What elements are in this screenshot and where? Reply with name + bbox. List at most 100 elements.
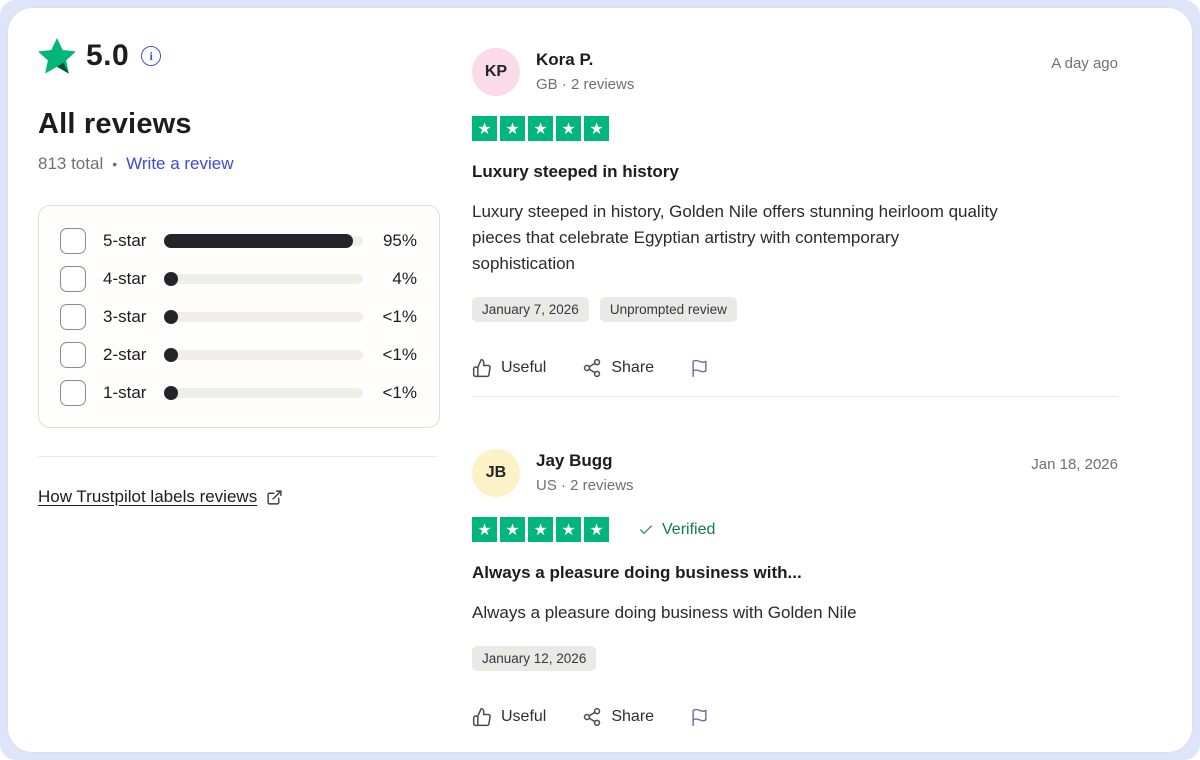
star-icon: ★ (500, 517, 525, 542)
bar-track (164, 311, 363, 322)
filter-label: 1-star (103, 382, 147, 402)
external-link-icon (267, 489, 282, 505)
review-actions: Useful Share (472, 358, 1118, 378)
useful-label: Useful (501, 708, 547, 725)
write-review-link[interactable]: Write a review (126, 154, 234, 173)
star-icon: ★ (472, 116, 497, 141)
flag-icon (692, 708, 707, 726)
date-tag: January 12, 2026 (472, 646, 597, 671)
star-icon: ★ (500, 116, 525, 141)
reviewer-name[interactable]: Jay Bugg (536, 451, 613, 470)
flag-review-button[interactable] (690, 708, 709, 727)
bar-track (164, 387, 363, 398)
review-tags: January 12, 2026 (472, 646, 1118, 671)
checkbox-5-star[interactable] (60, 227, 86, 254)
bar-fill (164, 233, 354, 248)
share-button[interactable]: Share (582, 358, 654, 378)
useful-button[interactable]: Useful (472, 358, 546, 378)
filter-percent: <1% (382, 382, 418, 402)
filter-row-1-star: 1-star <1% (60, 379, 417, 406)
how-trustpilot-labels-link[interactable]: How Trustpilot labels reviews (38, 487, 258, 506)
filter-label: 4-star (103, 268, 147, 288)
overall-rating-row: 5.0 i (38, 36, 448, 76)
review-separator (472, 396, 1118, 397)
checkbox-4-star[interactable] (60, 265, 86, 292)
avatar[interactable]: KP (472, 48, 520, 96)
trustpilot-star-icon (38, 37, 76, 74)
review-title[interactable]: Always a pleasure doing business with... (472, 563, 802, 582)
share-icon (584, 358, 601, 378)
review-body: Luxury steeped in history, Golden Nile o… (472, 202, 998, 273)
filter-percent: <1% (382, 306, 418, 326)
labels-link-row[interactable]: How Trustpilot labels reviews (38, 487, 448, 507)
review-tags: January 7, 2026 Unprompted review (472, 297, 1118, 322)
filter-percent: <1% (382, 344, 418, 364)
share-label: Share (611, 708, 655, 725)
useful-button[interactable]: Useful (472, 707, 546, 727)
review-title[interactable]: Luxury steeped in history (472, 162, 679, 181)
reviews-panel: 5.0 i All reviews 813 total • Write a re… (8, 8, 1192, 752)
reviewer-name[interactable]: Kora P. (536, 50, 594, 69)
filter-label: 3-star (103, 306, 147, 326)
total-reviews-count: 813 total (38, 154, 104, 173)
rating-bar-3-star[interactable] (164, 309, 363, 324)
reviews-list: KP Kora P. GB · 2 reviews A day ago ★ ★ ★ ★… (448, 8, 1192, 752)
reviews-meta-row: 813 total • Write a review (38, 154, 448, 174)
flag-icon (692, 359, 707, 377)
rating-bar-2-star[interactable] (164, 347, 363, 362)
star-rating-squares: ★ ★ ★ ★ ★ (472, 517, 609, 542)
verified-badge: Verified (638, 521, 715, 539)
checkbox-1-star[interactable] (60, 379, 86, 406)
review-actions: Useful Share (472, 707, 1118, 727)
filter-percent: 4% (392, 268, 417, 288)
filter-row-2-star: 2-star <1% (60, 341, 417, 368)
page-title: All reviews (38, 108, 192, 140)
checkbox-2-star[interactable] (60, 341, 86, 368)
filter-row-5-star: 5-star 95% (60, 227, 417, 254)
unprompted-review-tag: Unprompted review (599, 297, 737, 322)
verified-label: Verified (662, 520, 716, 538)
star-rating-squares: ★ ★ ★ ★ ★ (472, 116, 609, 141)
star-icon: ★ (528, 517, 553, 542)
review-card-1: KP Kora P. GB · 2 reviews A day ago ★ ★ ★ ★… (472, 48, 1118, 378)
star-icon: ★ (584, 517, 609, 542)
star-icon: ★ (556, 517, 581, 542)
review-header: KP Kora P. GB · 2 reviews A day ago (472, 48, 1118, 96)
rating-bar-4-star[interactable] (164, 271, 363, 286)
review-card-2: JB Jay Bugg US · 2 reviews Jan 18, 2026 … (472, 449, 1118, 727)
star-icon: ★ (556, 116, 581, 141)
separator-dot: • (112, 156, 118, 172)
rating-bar-1-star[interactable] (164, 385, 363, 400)
star-icon: ★ (584, 116, 609, 141)
reviews-summary-sidebar: 5.0 i All reviews 813 total • Write a re… (8, 8, 448, 752)
reviewer-info: Jay Bugg US · 2 reviews (536, 449, 634, 494)
reviewer-info: Kora P. GB · 2 reviews (536, 48, 634, 93)
filter-row-4-star: 4-star 4% (60, 265, 417, 292)
rating-bar-5-star[interactable] (164, 233, 363, 248)
avatar[interactable]: JB (472, 449, 520, 497)
share-button[interactable]: Share (582, 707, 654, 727)
review-date: A day ago (1051, 55, 1118, 72)
bar-fill (164, 271, 178, 286)
date-tag: January 7, 2026 (472, 297, 589, 322)
thumbs-up-icon (472, 358, 491, 378)
star-filter-box: 5-star 95% 4-star 4% 3-star <1% (38, 205, 440, 428)
star-rating: ★ ★ ★ ★ ★ Verified (472, 517, 1118, 542)
bar-track (164, 273, 363, 284)
review-date: Jan 18, 2026 (1031, 456, 1118, 473)
star-icon: ★ (472, 517, 497, 542)
bar-fill (164, 347, 178, 362)
overall-score: 5.0 (86, 39, 130, 72)
bar-fill (164, 309, 178, 324)
share-icon (584, 707, 601, 727)
checkbox-3-star[interactable] (60, 303, 86, 330)
reviewer-meta: US · 2 reviews (536, 477, 634, 494)
check-icon (639, 524, 653, 534)
bar-fill (164, 385, 178, 400)
flag-review-button[interactable] (690, 359, 709, 378)
filter-label: 2-star (103, 344, 147, 364)
star-rating: ★ ★ ★ ★ ★ (472, 116, 1118, 141)
share-label: Share (611, 359, 655, 376)
info-icon[interactable]: i (141, 46, 162, 66)
